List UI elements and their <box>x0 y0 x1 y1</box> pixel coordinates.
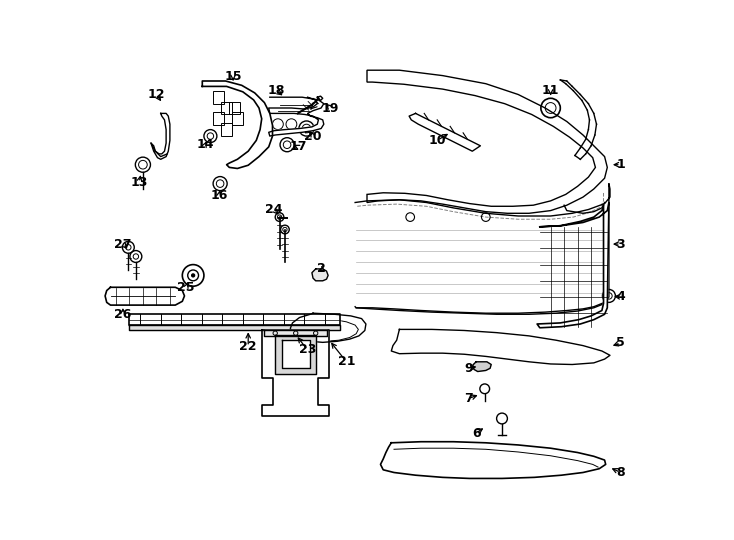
Polygon shape <box>391 329 610 364</box>
Polygon shape <box>380 442 606 478</box>
Text: 17: 17 <box>289 140 307 153</box>
Bar <box>229 102 240 114</box>
Bar <box>221 123 232 136</box>
Text: 2: 2 <box>317 262 325 275</box>
Polygon shape <box>105 287 184 305</box>
Bar <box>232 112 243 125</box>
Polygon shape <box>473 362 491 372</box>
Text: 15: 15 <box>225 70 241 83</box>
Text: 5: 5 <box>617 336 625 349</box>
Text: 23: 23 <box>299 343 316 356</box>
Text: 10: 10 <box>429 134 446 147</box>
Text: 13: 13 <box>131 176 148 189</box>
Text: 26: 26 <box>115 308 131 321</box>
Polygon shape <box>269 97 324 136</box>
Text: 4: 4 <box>617 291 625 303</box>
Polygon shape <box>537 202 609 328</box>
Bar <box>213 91 224 104</box>
Text: 18: 18 <box>268 84 285 97</box>
Text: 12: 12 <box>148 88 165 101</box>
Bar <box>213 112 224 125</box>
Text: 24: 24 <box>266 203 283 216</box>
Circle shape <box>191 273 195 278</box>
Text: 19: 19 <box>321 102 339 114</box>
Polygon shape <box>312 269 328 281</box>
Text: 21: 21 <box>338 355 355 368</box>
Polygon shape <box>282 340 310 368</box>
Text: 25: 25 <box>178 281 195 294</box>
Polygon shape <box>129 314 340 325</box>
Text: 6: 6 <box>472 427 480 440</box>
Text: 8: 8 <box>617 466 625 479</box>
Polygon shape <box>275 335 316 374</box>
Text: 22: 22 <box>239 340 257 353</box>
Polygon shape <box>129 325 340 330</box>
Polygon shape <box>409 113 480 151</box>
Text: 27: 27 <box>115 238 131 251</box>
Polygon shape <box>291 313 366 342</box>
Text: 9: 9 <box>464 362 473 375</box>
Bar <box>221 102 232 114</box>
Text: 11: 11 <box>542 84 559 97</box>
Polygon shape <box>262 330 330 416</box>
Text: 7: 7 <box>464 392 473 405</box>
Polygon shape <box>264 330 327 336</box>
Text: 1: 1 <box>617 158 625 171</box>
Text: 20: 20 <box>305 130 321 143</box>
Polygon shape <box>203 81 272 168</box>
Text: 3: 3 <box>617 238 625 251</box>
Text: 16: 16 <box>211 189 228 202</box>
Text: 14: 14 <box>196 138 214 151</box>
